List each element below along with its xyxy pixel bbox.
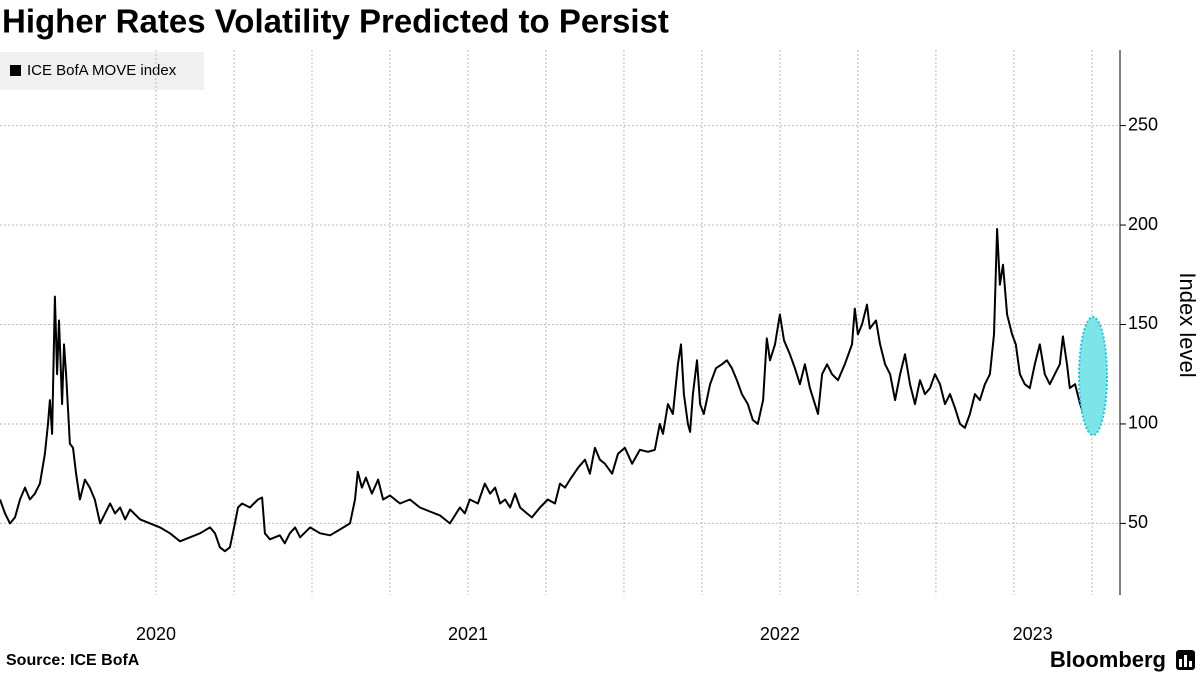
brand: Bloomberg [1050, 647, 1166, 672]
y-axis-label: Index level [1175, 272, 1200, 377]
y-tick-label: 50 [1128, 512, 1148, 532]
highlight [1078, 316, 1108, 436]
brand-icon [1176, 650, 1195, 670]
legend-label: ICE BofA MOVE index [27, 62, 177, 79]
x-tick-label: 2020 [136, 624, 176, 644]
y-tick-label: 250 [1128, 114, 1158, 134]
chart-title: Higher Rates Volatility Predicted to Per… [2, 3, 669, 40]
source: Source: ICE BofA [6, 652, 140, 669]
y-tick-label: 150 [1128, 313, 1158, 333]
y-tick-label: 200 [1128, 214, 1158, 234]
x-tick-label: 2021 [448, 624, 488, 644]
legend-box [0, 52, 204, 90]
legend-swatch [10, 65, 21, 76]
x-tick-label: 2022 [760, 624, 800, 644]
y-tick-label: 100 [1128, 413, 1158, 433]
x-tick-label: 2023 [1013, 624, 1053, 644]
series-line [0, 228, 1098, 553]
